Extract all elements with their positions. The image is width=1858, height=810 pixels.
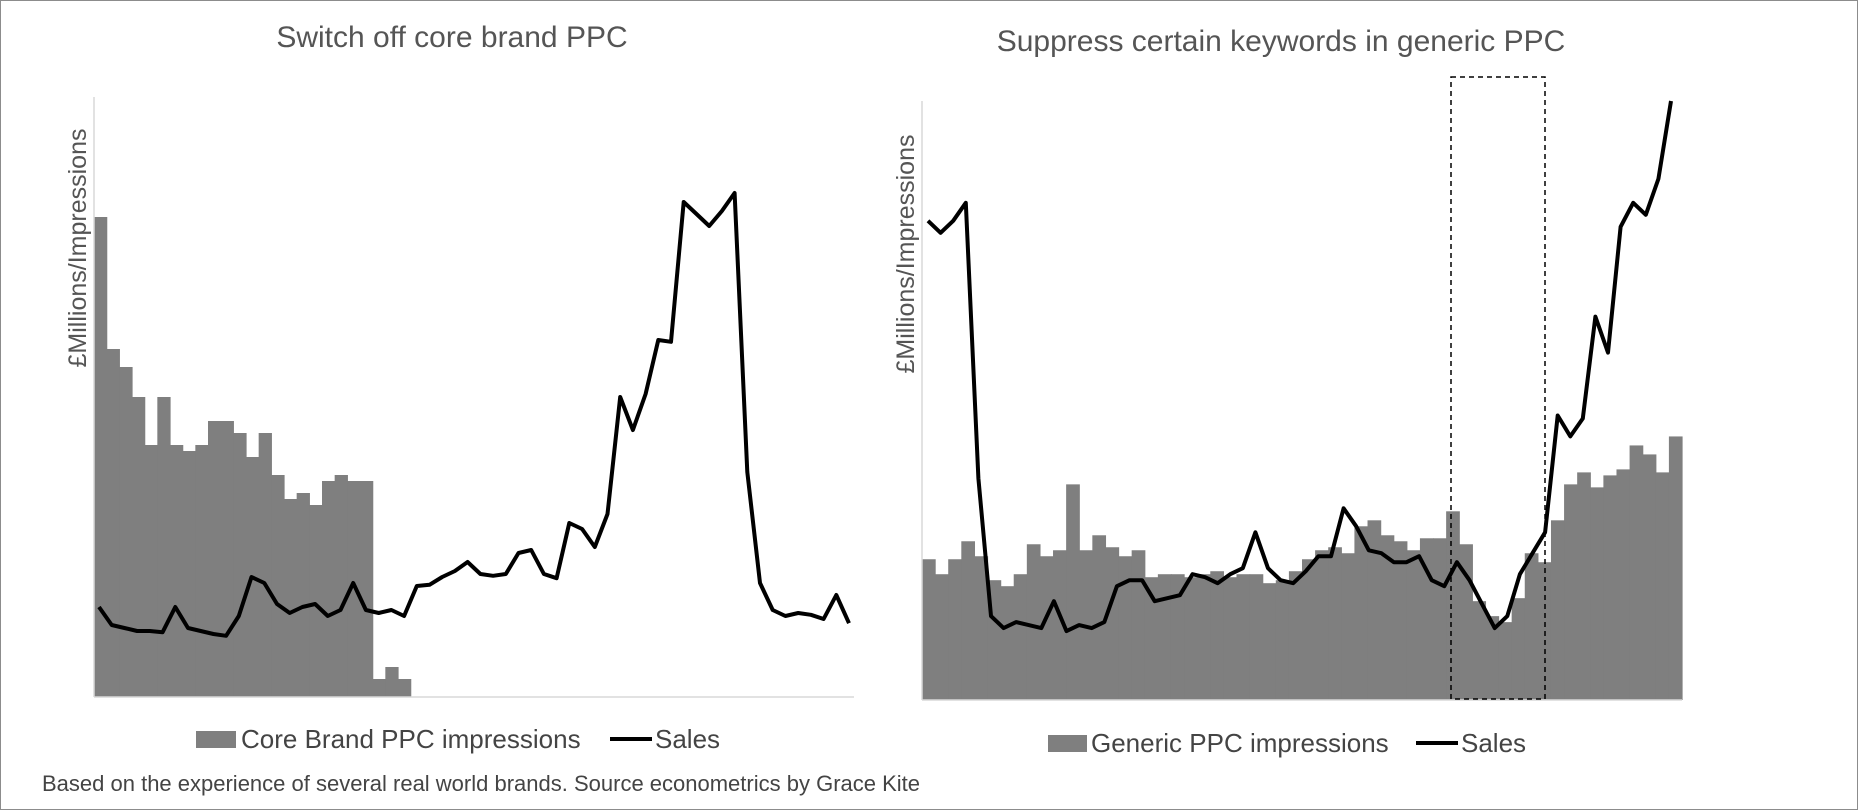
chart-right-bar [961,541,976,700]
chart-right-bar [1406,550,1421,700]
chart-right-bar [1341,553,1356,700]
chart-right-bar [1511,598,1526,700]
chart-right-bar [1066,484,1080,700]
chart-left: Switch off core brand PPC £Millions/Impr… [64,21,854,754]
chart-right-bar [1577,472,1591,700]
chart-right-bar [1524,553,1539,700]
chart-left-bar [385,667,399,697]
chart-left-bar [372,679,386,697]
chart-right-bar [1210,571,1224,700]
chart-left-bar [144,445,158,697]
chart-left-bar [322,481,336,697]
chart-right-bar [1642,454,1657,700]
chart-left-bars [94,217,412,697]
chart-right-bar [1564,484,1578,700]
chart-right-bar [1223,577,1238,700]
chart-right-bar [1590,487,1604,700]
chart-left-bar [157,397,171,697]
chart-right-bar [1472,601,1487,700]
chart-right-bar [1288,571,1303,700]
chart-left-bar [309,505,323,697]
chart-right-bar [1616,469,1631,700]
chart-right-bar [1393,541,1408,700]
chart-left-bar [258,433,272,697]
chart-right-bar [1367,520,1382,700]
chart-left-title: Switch off core brand PPC [276,21,627,54]
chart-right-bar [1118,556,1133,700]
chart-right-bar [1629,445,1644,700]
chart-right-bar [1131,550,1146,700]
chart-right-bar [1039,556,1054,700]
chart-left-bar [334,475,348,697]
chart-right-bar [1380,535,1395,700]
chart-right-bar [1236,574,1251,700]
chart-right-y-axis-label: £Millions/Impressions [892,135,920,374]
chart-right-bar [1144,577,1159,700]
chart-right-bar [1092,535,1107,700]
legend-label-sales-left: Sales [655,724,720,754]
chart-right-bars [922,436,1683,701]
chart-right: Suppress certain keywords in generic PPC… [892,25,1683,758]
chart-right-bar [1302,559,1316,700]
chart-left-bar [94,217,108,697]
chart-right-bar [1053,550,1067,700]
chart-left-bar [398,679,412,697]
legend-label-generic: Generic PPC impressions [1091,728,1389,758]
chart-left-bar [132,397,146,697]
chart-left-bar [106,349,120,697]
suppression-period-dashed-box [1450,76,1546,700]
chart-right-bar [1157,574,1172,700]
chart-left-sales-line [97,191,851,638]
chart-right-bar [974,556,989,700]
chart-right-sales-line [926,100,1673,634]
chart-left-bar [296,493,310,697]
chart-right-bar [1446,511,1460,700]
chart-right-bar [1000,586,1015,700]
chart-right-bar [1197,574,1211,700]
chart-right-bar [1603,475,1618,701]
chart-right-bar [1026,544,1041,700]
chart-right-bar [1315,550,1329,700]
chart-left-bar [208,421,222,697]
chart-right-bar [1354,526,1369,700]
chart-right-legend: Generic PPC impressions Sales [1048,728,1526,758]
chart-right-bar [1550,520,1565,700]
chart-right-bar [1328,547,1342,700]
chart-right-bar [1498,622,1513,700]
footnote: Based on the experience of several real … [42,771,920,796]
chart-right-bar [1668,436,1683,700]
chart-right-bar [1275,580,1290,700]
chart-right-bar [1655,472,1670,700]
chart-right-bar [1013,574,1028,700]
chart-left-bar [182,451,196,697]
chart-right-bar [1184,577,1198,700]
legend-label-core-brand: Core Brand PPC impressions [241,724,581,754]
chart-right-bar [922,559,936,700]
legend-label-sales-right: Sales [1461,728,1526,758]
chart-right-bar [948,559,962,700]
chart-right-bar [1170,574,1185,700]
chart-left-bar [360,481,374,697]
chart-left-bar [220,421,234,697]
chart-right-bar [1249,574,1264,700]
chart-right-bar [1433,538,1447,700]
chart-left-bar [119,367,133,697]
chart-left-bar [195,445,209,697]
chart-right-bar [1105,547,1120,700]
chart-right-bar [935,574,949,700]
chart-left-bar [271,475,285,697]
chart-left-bar [284,499,298,697]
legend-swatch-core-brand [196,731,236,748]
chart-left-legend: Core Brand PPC impressions Sales [196,724,720,754]
chart-left-y-axis-label: £Millions/Impressions [64,129,92,368]
chart-right-bar [1485,616,1500,700]
legend-swatch-generic [1048,735,1087,752]
chart-left-bar [233,433,247,697]
chart-right-bar [1262,583,1277,700]
chart-right-title: Suppress certain keywords in generic PPC [997,25,1566,58]
chart-left-bar [170,445,184,697]
